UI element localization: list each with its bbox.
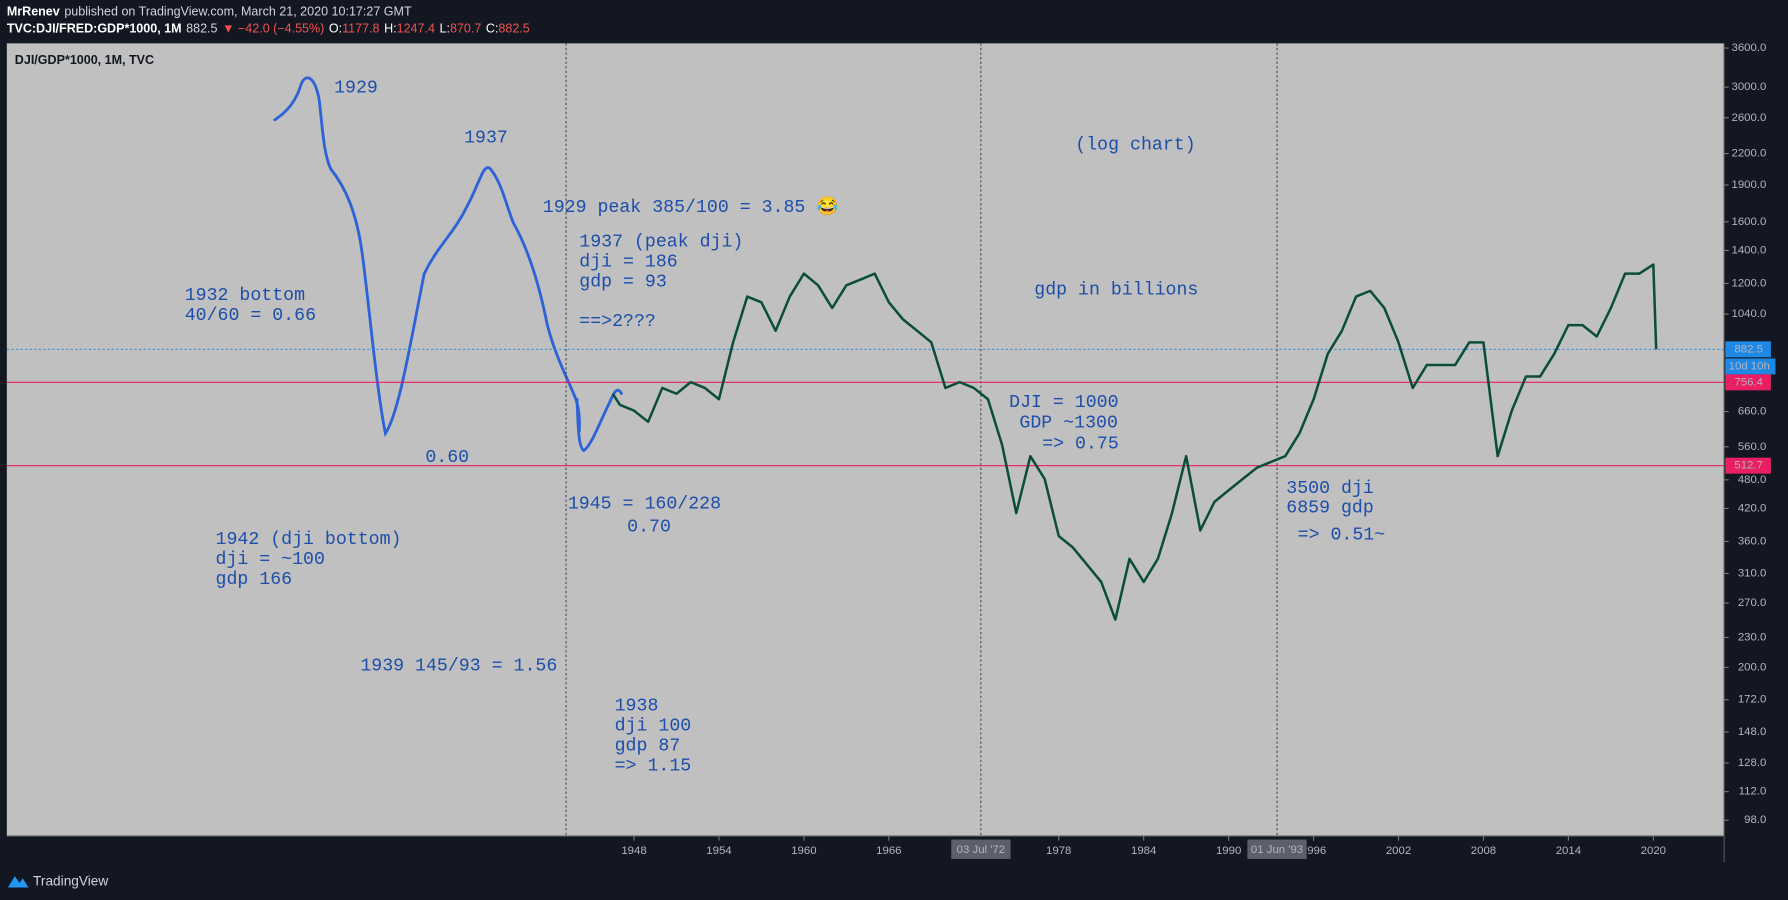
- header-line: MrRenev published on TradingView.com, Mar…: [7, 5, 412, 19]
- annotation: 1929 peak 385/100 = 3.85 😂: [543, 196, 840, 218]
- author: MrRenev: [7, 5, 60, 19]
- symbol-line: TVC:DJI/FRED:GDP*1000, 1M 882.5 ▼ −42.0 (−…: [7, 22, 530, 36]
- y-tick-label: 310.0: [1738, 567, 1767, 579]
- countdown-bg: [1725, 358, 1776, 375]
- ohlc-value: 870.7: [450, 22, 481, 36]
- ohlc-value: 882.5: [498, 22, 529, 36]
- y-tick-label: 148.0: [1738, 726, 1767, 738]
- annotation: (log chart): [1075, 135, 1195, 155]
- x-tick-label: 1960: [791, 845, 816, 857]
- y-tick-label: 128.0: [1738, 757, 1767, 769]
- date-label-bg: [1247, 839, 1307, 859]
- ohlc-label: O:: [329, 22, 342, 36]
- y-tick-label: 1200.0: [1731, 277, 1766, 289]
- annotation: 1939 145/93 = 1.56: [360, 657, 557, 677]
- brand: TradingView: [33, 873, 108, 888]
- y-tick-label: 2600.0: [1731, 112, 1766, 124]
- annotation: 1929: [334, 78, 378, 98]
- y-tick-label: 172.0: [1738, 694, 1767, 706]
- x-tick-label: 2020: [1641, 845, 1666, 857]
- annotation: 40/60 = 0.66: [185, 306, 316, 326]
- hand-drawn-curve: [273, 76, 623, 453]
- ohlc-value: 1247.4: [397, 22, 435, 36]
- y-tick-label: 98.0: [1744, 814, 1766, 826]
- y-tick-label: 2200.0: [1731, 148, 1766, 160]
- annotation: DJI = 1000: [1009, 393, 1118, 413]
- y-tick-label: 3000.0: [1731, 81, 1766, 93]
- price-label: 882.5: [1734, 343, 1763, 355]
- annotation: gdp = 93: [579, 272, 667, 292]
- price-label: 512.7: [1734, 460, 1763, 472]
- annotation: 3500 dji: [1286, 479, 1374, 499]
- annotation: 1937 (peak dji): [579, 232, 743, 252]
- annotation: gdp 166: [216, 570, 293, 590]
- price-label: 756.4: [1734, 376, 1763, 388]
- annotation: 1945 = 160/228: [568, 495, 721, 515]
- annotation: gdp 87: [615, 737, 681, 757]
- x-tick-label: 1984: [1131, 845, 1156, 857]
- y-tick-label: 1900.0: [1731, 179, 1766, 191]
- x-tick-label: 2008: [1471, 845, 1496, 857]
- date-label: 03 Jul '72: [957, 844, 1005, 856]
- ohlc-label: H:: [384, 22, 397, 36]
- y-tick-label: 480.0: [1738, 474, 1767, 486]
- x-tick-label: 1990: [1216, 845, 1241, 857]
- price-label-bg: [1725, 457, 1771, 474]
- series-legend: DJI/GDP*1000, 1M, TVC: [15, 53, 154, 67]
- annotation: dji 100: [615, 717, 692, 737]
- annotation: 1932 bottom: [185, 286, 305, 306]
- price-label-bg: [1725, 341, 1771, 358]
- last-price: 882.5: [186, 22, 217, 36]
- annotation: 1937: [464, 129, 508, 149]
- ohlc-label: L:: [440, 22, 450, 36]
- annotation: 0.60: [425, 448, 469, 468]
- x-tick-label: 1954: [706, 845, 731, 857]
- x-tick-label: 1978: [1046, 845, 1071, 857]
- annotation: gdp in billions: [1034, 280, 1198, 300]
- y-tick-label: 560.0: [1738, 441, 1767, 453]
- annotation: 6859 gdp: [1286, 499, 1374, 519]
- x-tick-label: 1948: [621, 845, 646, 857]
- x-tick-label: 1966: [876, 845, 901, 857]
- time-axis: [6, 836, 1725, 863]
- annotation: dji = ~100: [216, 550, 325, 570]
- date-label-bg: [951, 839, 1011, 859]
- plot-area: [6, 43, 1725, 837]
- annotation: GDP ~1300: [1019, 414, 1117, 434]
- x-tick-label: 2014: [1556, 845, 1581, 857]
- date-label: 01 Jun '93: [1251, 844, 1303, 856]
- annotation: => 0.75: [1042, 434, 1119, 454]
- y-tick-label: 230.0: [1738, 631, 1767, 643]
- annotation: => 1.15: [615, 757, 692, 777]
- data-line: [611, 263, 1658, 621]
- annotation: 1938: [615, 697, 659, 717]
- y-tick-label: 1400.0: [1731, 244, 1766, 256]
- annotation: dji = 186: [579, 252, 677, 272]
- price-axis: [1724, 43, 1788, 837]
- y-tick-label: 200.0: [1738, 661, 1767, 673]
- symbol: TVC:DJI/FRED:GDP*1000, 1M: [7, 22, 182, 36]
- ohlc-label: C:: [486, 22, 499, 36]
- annotation: 1942 (dji bottom): [216, 530, 402, 550]
- price-label-bg: [1725, 374, 1771, 391]
- ohlc-value: 1177.8: [342, 22, 379, 36]
- y-tick-label: 1600.0: [1731, 216, 1766, 228]
- y-tick-label: 112.0: [1739, 786, 1767, 798]
- published: published on TradingView.com, March 21, …: [64, 5, 412, 19]
- y-tick-label: 3600.0: [1731, 42, 1766, 54]
- y-tick-label: 360.0: [1738, 535, 1767, 547]
- annotation: => 0.51~: [1298, 526, 1386, 546]
- y-tick-label: 660.0: [1738, 406, 1767, 418]
- countdown: 10d 10h: [1729, 360, 1770, 372]
- change: ▼ −42.0 (−4.55%): [222, 22, 324, 36]
- x-tick-label: 2002: [1386, 845, 1411, 857]
- annotation: 0.70: [627, 518, 671, 538]
- y-tick-label: 420.0: [1738, 502, 1767, 514]
- y-tick-label: 1040.0: [1731, 308, 1766, 320]
- y-tick-label: 270.0: [1738, 597, 1767, 609]
- annotation: ==>2???: [579, 312, 656, 332]
- x-tick-label: 1996: [1301, 845, 1326, 857]
